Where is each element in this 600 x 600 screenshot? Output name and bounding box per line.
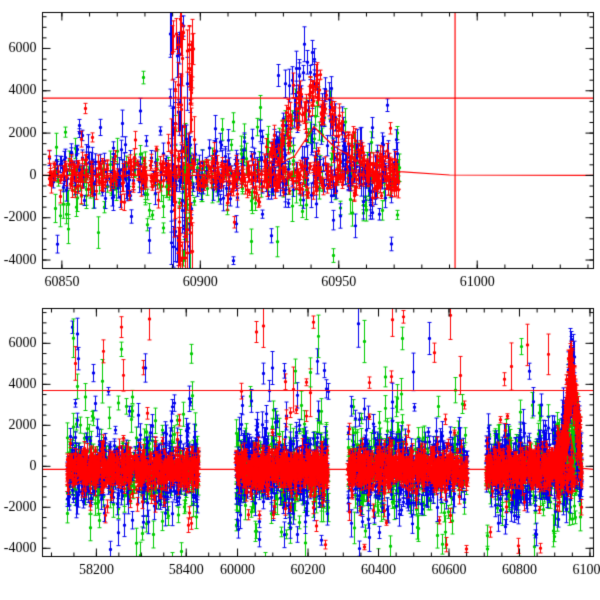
light-curve-figure [0,0,600,600]
light-curves-canvas [0,0,600,600]
